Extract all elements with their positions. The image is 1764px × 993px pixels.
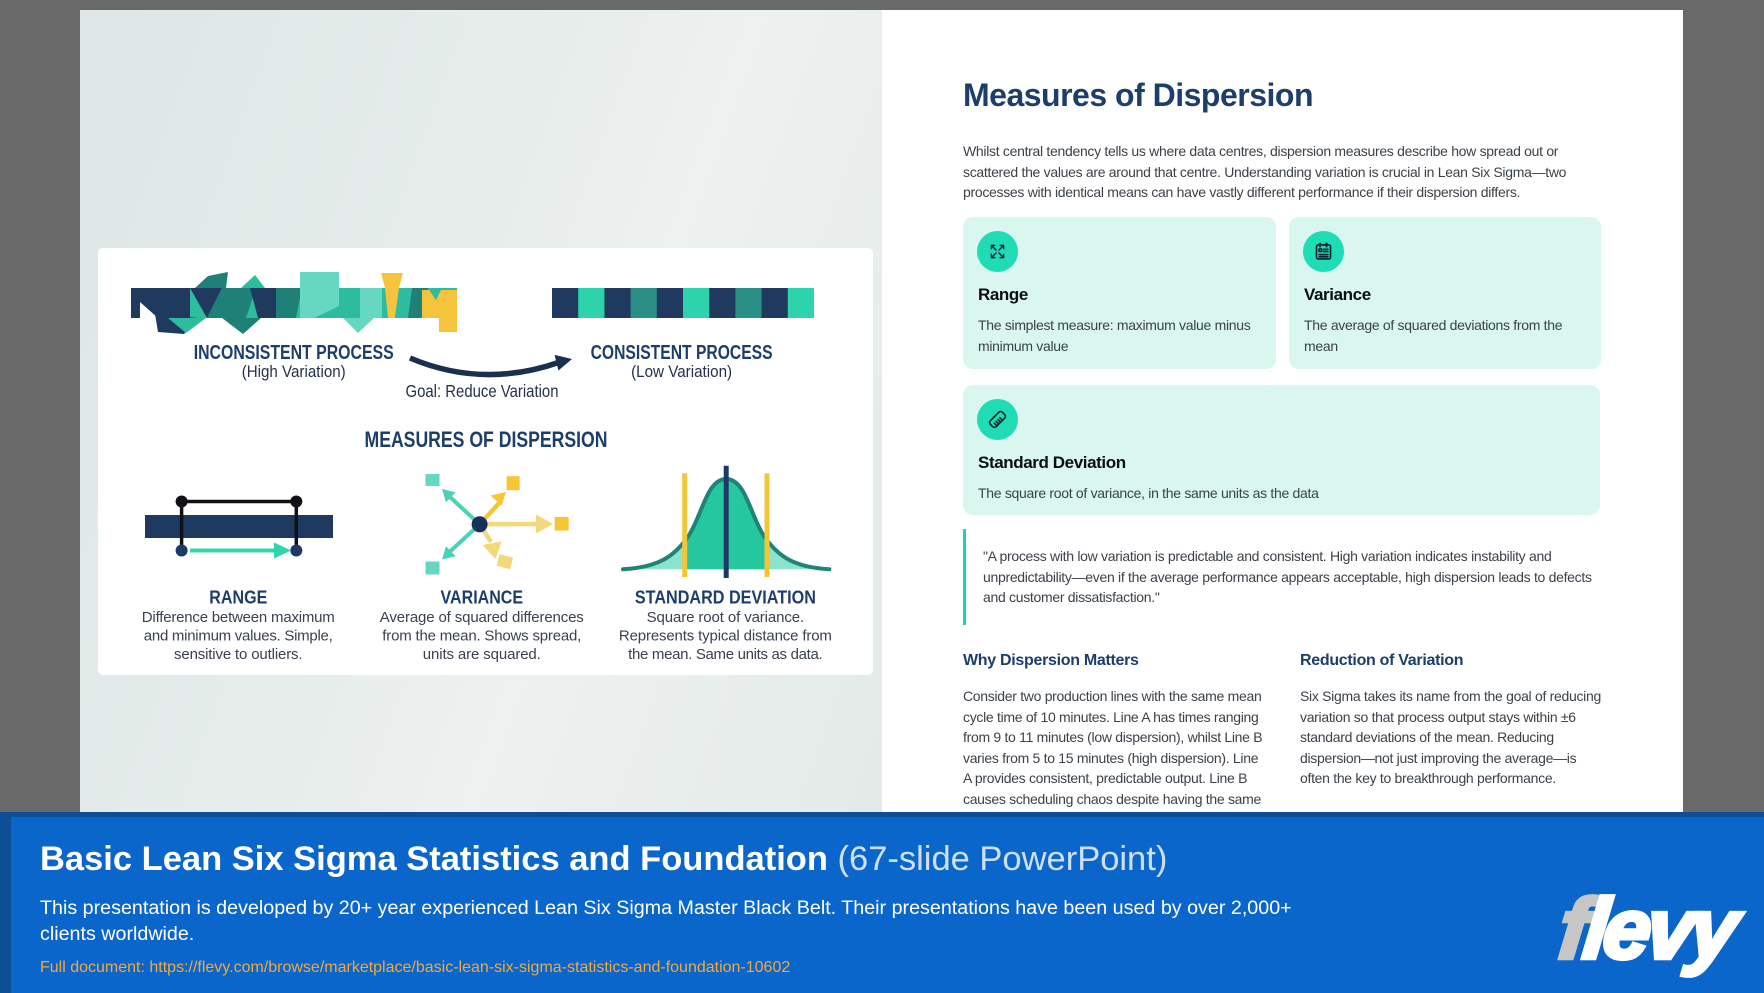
svg-text:Average of squared differences: Average of squared differences [380,609,584,626]
svg-text:RANGE: RANGE [209,588,267,608]
svg-text:units are squared.: units are squared. [423,646,541,663]
svg-text:Goal: Reduce Variation: Goal: Reduce Variation [406,381,559,401]
svg-text:Represents typical distance fr: Represents typical distance from [619,628,832,645]
svg-text:sensitive to outliers.: sensitive to outliers. [174,646,302,663]
svg-text:VARIANCE: VARIANCE [441,588,524,608]
svg-text:and minimum values. Simple,: and minimum values. Simple, [144,628,333,645]
svg-text:from the mean. Shows spread,: from the mean. Shows spread, [382,628,581,645]
svg-text:Difference between maximum: Difference between maximum [142,609,335,626]
svg-text:(High Variation): (High Variation) [242,363,346,381]
svg-text:MEASURES OF DISPERSION: MEASURES OF DISPERSION [365,427,608,452]
svg-text:Square root of variance.: Square root of variance. [647,609,805,626]
svg-text:STANDARD DEVIATION: STANDARD DEVIATION [635,588,816,608]
svg-text:INCONSISTENT PROCESS: INCONSISTENT PROCESS [194,342,394,364]
svg-text:the mean. Same units as data.: the mean. Same units as data. [628,646,823,663]
svg-text:CONSISTENT PROCESS: CONSISTENT PROCESS [591,342,773,364]
svg-text:(Low Variation): (Low Variation) [631,363,732,381]
